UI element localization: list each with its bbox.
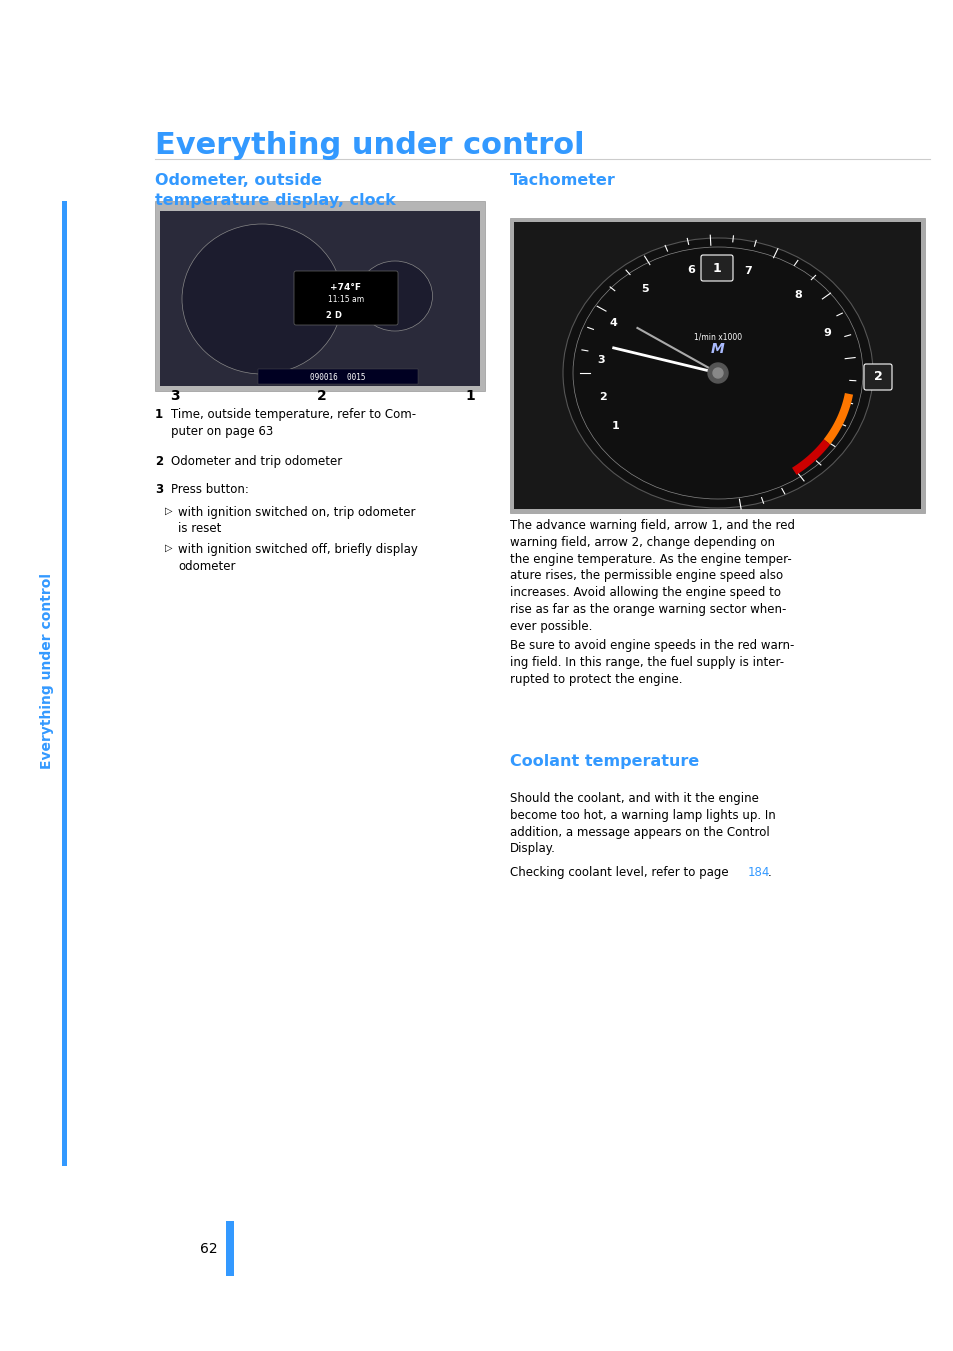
Text: 7: 7: [744, 266, 752, 276]
Text: Be sure to avoid engine speeds in the red warn-
ing field. In this range, the fu: Be sure to avoid engine speeds in the re…: [510, 639, 794, 685]
Text: 1: 1: [611, 422, 619, 431]
Text: with ignition switched off, briefly display
odometer: with ignition switched off, briefly disp…: [178, 543, 417, 573]
Text: 2: 2: [325, 312, 331, 320]
Text: ▷: ▷: [165, 543, 172, 553]
Text: Everything under control: Everything under control: [154, 131, 584, 159]
Text: 8: 8: [794, 290, 801, 300]
Text: 11:15 am: 11:15 am: [328, 295, 364, 304]
Text: Odometer, outside
temperature display, clock: Odometer, outside temperature display, c…: [154, 173, 395, 208]
Text: 3: 3: [597, 355, 604, 365]
Text: 2: 2: [316, 389, 327, 403]
Text: Tachometer: Tachometer: [510, 173, 616, 188]
Text: 2: 2: [873, 370, 882, 384]
Text: The advance warning field, arrow 1, and the red
warning field, arrow 2, change d: The advance warning field, arrow 1, and …: [510, 519, 794, 632]
FancyBboxPatch shape: [700, 255, 732, 281]
Ellipse shape: [182, 224, 341, 374]
FancyBboxPatch shape: [863, 363, 891, 390]
Circle shape: [712, 367, 722, 378]
Ellipse shape: [562, 238, 872, 508]
Text: 9: 9: [822, 328, 830, 338]
Text: +74°F: +74°F: [330, 284, 361, 293]
Text: 2: 2: [598, 392, 606, 401]
Text: 3: 3: [154, 484, 163, 496]
Circle shape: [707, 363, 727, 382]
Text: 2: 2: [154, 455, 163, 467]
Text: 1: 1: [154, 408, 163, 422]
Text: Odometer and trip odometer: Odometer and trip odometer: [171, 455, 342, 467]
Bar: [154, 201, 484, 390]
Text: ▷: ▷: [165, 507, 172, 516]
Bar: [514, 222, 920, 509]
Bar: [62, 201, 67, 1166]
Bar: [226, 1221, 233, 1275]
Text: Time, outside temperature, refer to Com-
puter on page 63: Time, outside temperature, refer to Com-…: [171, 408, 416, 438]
Bar: [257, 369, 417, 384]
Text: Checking coolant level, refer to page: Checking coolant level, refer to page: [510, 866, 732, 880]
Text: with ignition switched on, trip odometer
is reset: with ignition switched on, trip odometer…: [178, 507, 416, 535]
FancyBboxPatch shape: [294, 272, 397, 326]
Text: D: D: [335, 312, 341, 320]
Text: Coolant temperature: Coolant temperature: [510, 754, 699, 769]
Text: 3: 3: [170, 389, 179, 403]
Text: 6: 6: [687, 265, 695, 274]
Text: 1: 1: [465, 389, 475, 403]
Text: 62: 62: [200, 1242, 218, 1256]
Text: Everything under control: Everything under control: [40, 573, 54, 769]
Text: Press button:: Press button:: [171, 484, 249, 496]
Text: 4: 4: [609, 319, 618, 328]
Bar: [510, 218, 924, 513]
Text: Should the coolant, and with it the engine
become too hot, a warning lamp lights: Should the coolant, and with it the engi…: [510, 792, 775, 855]
Text: 090016  0015: 090016 0015: [310, 373, 365, 381]
Ellipse shape: [357, 261, 432, 331]
Text: 1: 1: [712, 262, 720, 274]
Text: 1/min x1000: 1/min x1000: [693, 332, 741, 340]
Text: .: .: [767, 866, 771, 880]
Text: 5: 5: [640, 285, 648, 295]
Text: M: M: [710, 342, 724, 357]
Text: 184: 184: [747, 866, 770, 880]
Bar: [160, 211, 479, 386]
